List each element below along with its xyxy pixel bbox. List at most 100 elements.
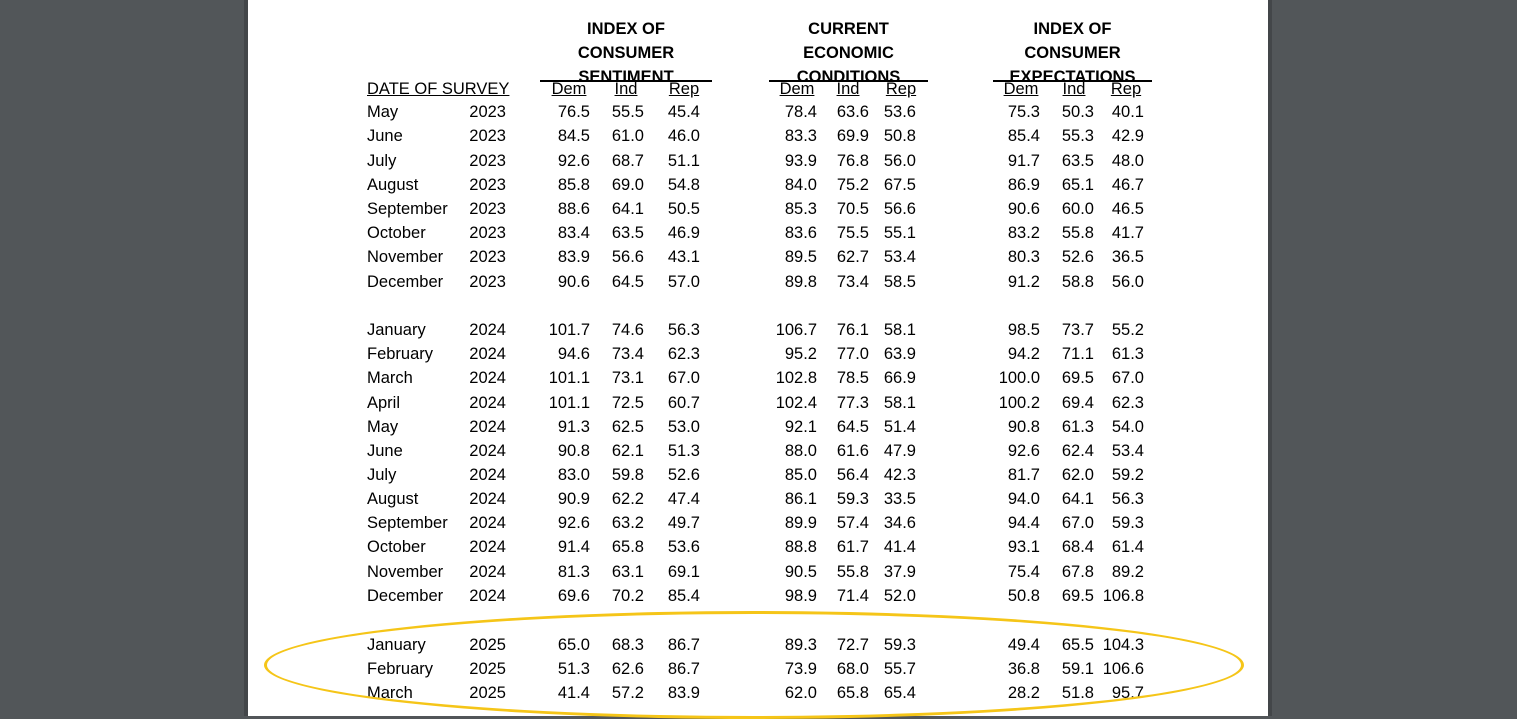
- column-header-rep: Rep: [1110, 80, 1142, 98]
- table-cell: 34.6: [883, 514, 916, 532]
- table-cell: 62.4: [1061, 442, 1094, 460]
- table-cell: 47.9: [883, 442, 916, 460]
- table-cell: 83.4: [557, 224, 590, 242]
- column-header-rep: Rep: [668, 80, 700, 98]
- table-cell: 67.8: [1061, 563, 1094, 581]
- table-cell: 55.5: [611, 103, 644, 121]
- row-month: September: [367, 514, 448, 532]
- table-cell: 75.3: [1007, 103, 1040, 121]
- table-cell: 90.8: [557, 442, 590, 460]
- table-cell: 106.8: [1102, 587, 1144, 605]
- table-cell: 91.7: [1007, 152, 1040, 170]
- table-cell: 51.1: [667, 152, 700, 170]
- table-cell: 89.9: [784, 514, 817, 532]
- table-cell: 73.4: [836, 273, 869, 291]
- table-cell: 75.5: [836, 224, 869, 242]
- table-cell: 69.5: [1061, 369, 1094, 387]
- table-cell: 51.3: [667, 442, 700, 460]
- table-cell: 89.2: [1111, 563, 1144, 581]
- table-cell: 78.5: [836, 369, 869, 387]
- table-cell: 85.4: [667, 587, 700, 605]
- table-cell: 69.1: [667, 563, 700, 581]
- row-year: 2023: [469, 224, 506, 242]
- table-cell: 85.4: [1007, 127, 1040, 145]
- table-cell: 57.4: [836, 514, 869, 532]
- table-cell: 88.8: [784, 538, 817, 556]
- table-cell: 50.8: [1007, 587, 1040, 605]
- table-cell: 53.4: [1111, 442, 1144, 460]
- table-cell: 52.6: [1061, 248, 1094, 266]
- table-cell: 37.9: [883, 563, 916, 581]
- table-cell: 90.6: [1007, 200, 1040, 218]
- table-cell: 90.6: [557, 273, 590, 291]
- table-cell: 58.8: [1061, 273, 1094, 291]
- table-cell: 63.1: [611, 563, 644, 581]
- row-month: May: [367, 418, 399, 436]
- table-cell: 56.0: [1111, 273, 1144, 291]
- table-cell: 75.2: [836, 176, 869, 194]
- table-cell: 71.1: [1061, 345, 1094, 363]
- header-current-conditions: CURRENT ECONOMIC CONDITIONS: [769, 17, 928, 89]
- table-cell: 83.3: [784, 127, 817, 145]
- row-month: September: [367, 200, 448, 218]
- table-cell: 61.3: [1061, 418, 1094, 436]
- table-cell: 53.0: [667, 418, 700, 436]
- table-cell: 73.4: [611, 345, 644, 363]
- table-cell: 46.7: [1111, 176, 1144, 194]
- table-cell: 57.0: [667, 273, 700, 291]
- table-cell: 69.0: [611, 176, 644, 194]
- table-cell: 45.4: [667, 103, 700, 121]
- table-cell: 33.5: [883, 490, 916, 508]
- table-cell: 62.7: [836, 248, 869, 266]
- highlight-ellipse: [264, 611, 1244, 719]
- table-cell: 85.3: [784, 200, 817, 218]
- table-cell: 92.1: [784, 418, 817, 436]
- table-cell: 54.0: [1111, 418, 1144, 436]
- table-cell: 55.3: [1061, 127, 1094, 145]
- row-month: February: [367, 345, 434, 363]
- table-cell: 61.3: [1111, 345, 1144, 363]
- table-cell: 64.5: [836, 418, 869, 436]
- table-cell: 40.1: [1111, 103, 1144, 121]
- table-cell: 61.6: [836, 442, 869, 460]
- table-cell: 69.9: [836, 127, 869, 145]
- table-cell: 41.7: [1111, 224, 1144, 242]
- table-cell: 86.1: [784, 490, 817, 508]
- table-cell: 46.0: [667, 127, 700, 145]
- row-year: 2023: [469, 103, 506, 121]
- column-header-rep: Rep: [885, 80, 917, 98]
- table-cell: 53.6: [883, 103, 916, 121]
- table-cell: 93.1: [1007, 538, 1040, 556]
- row-month: July: [367, 152, 397, 170]
- row-year: 2024: [469, 321, 506, 339]
- row-year: 2024: [469, 490, 506, 508]
- row-month: December: [367, 587, 444, 605]
- row-month: August: [367, 490, 419, 508]
- table-cell: 59.3: [836, 490, 869, 508]
- table-cell: 54.8: [667, 176, 700, 194]
- column-header-dem: Dem: [1003, 80, 1039, 98]
- table-cell: 73.7: [1061, 321, 1094, 339]
- row-month: October: [367, 538, 426, 556]
- table-cell: 89.5: [784, 248, 817, 266]
- column-header-ind: Ind: [836, 80, 860, 98]
- table-cell: 63.2: [611, 514, 644, 532]
- row-year: 2024: [469, 394, 506, 412]
- table-cell: 102.8: [775, 369, 817, 387]
- table-cell: 50.5: [667, 200, 700, 218]
- row-month: October: [367, 224, 426, 242]
- table-cell: 69.5: [1061, 587, 1094, 605]
- table-cell: 47.4: [667, 490, 700, 508]
- table-cell: 55.8: [836, 563, 869, 581]
- table-cell: 65.8: [611, 538, 644, 556]
- table-cell: 102.4: [775, 394, 817, 412]
- row-month: May: [367, 103, 399, 121]
- table-cell: 67.0: [1111, 369, 1144, 387]
- table-cell: 46.9: [667, 224, 700, 242]
- row-year: 2023: [469, 200, 506, 218]
- table-cell: 92.6: [557, 514, 590, 532]
- table-cell: 106.7: [775, 321, 817, 339]
- table-cell: 61.7: [836, 538, 869, 556]
- table-cell: 62.0: [1061, 466, 1094, 484]
- table-cell: 94.2: [1007, 345, 1040, 363]
